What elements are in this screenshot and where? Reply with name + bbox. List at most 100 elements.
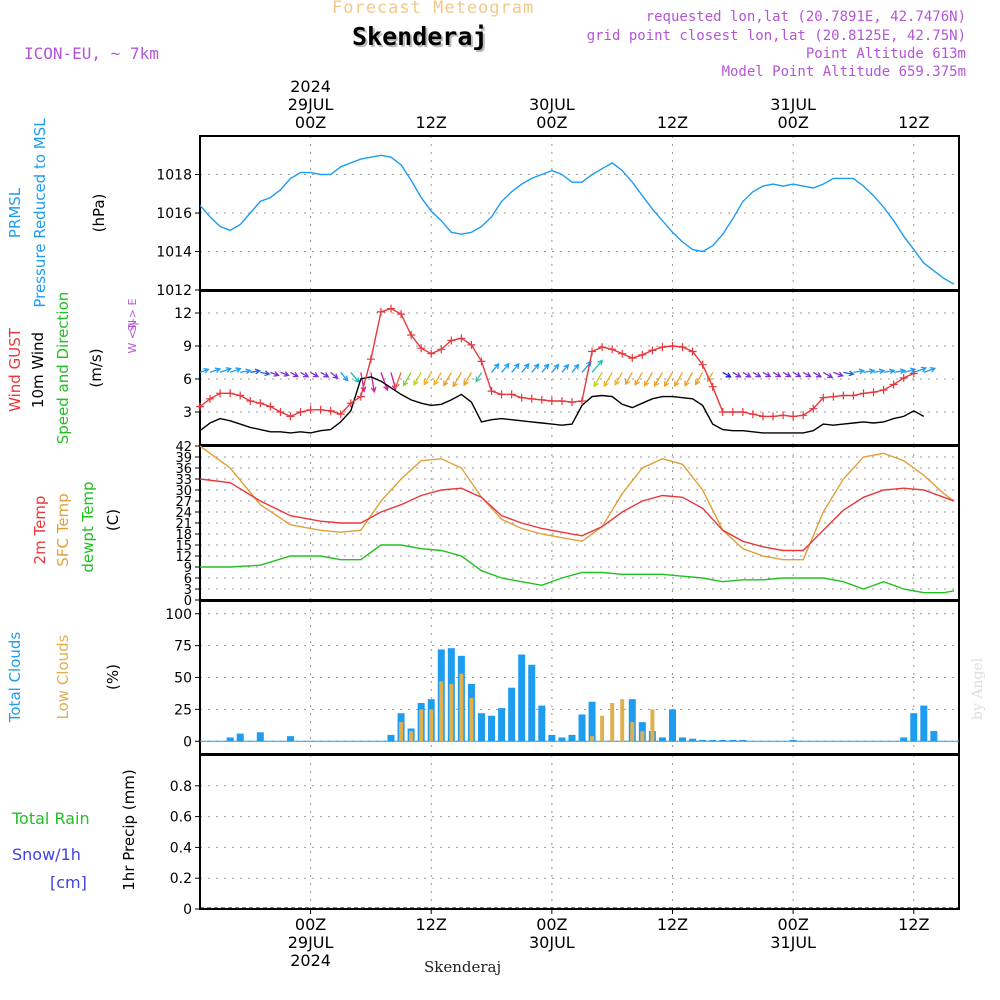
total-cloud-bar [488,715,496,742]
gust-point [517,393,526,402]
dewpt-line [200,544,955,594]
total-clouds-label: Total Clouds [6,632,24,724]
gust-point [236,391,245,400]
ytick-label: 18 [175,528,192,543]
wind-arrow [684,372,694,387]
gust-point [899,373,908,382]
temp-2m-line [199,478,955,552]
pressure-unit: (hPa) [90,194,108,233]
ytick-label: 9 [184,561,192,576]
gust-point [527,394,536,403]
wind-arrow [802,371,812,378]
time-label-top: 12Z [416,113,447,132]
total-cloud-bar [236,733,244,742]
total-cloud-bar [920,705,928,742]
total-cloud-bar [699,739,707,742]
low-cloud-bar [459,673,464,742]
wind-speed-line [199,376,925,434]
gust-point [507,390,516,399]
total-cloud-bar [789,739,797,742]
wind-gust-label: Wind GUST [6,327,24,412]
temp-sfc-label: SFC Temp [54,493,72,566]
gust-point [487,387,496,396]
wind-arrow [199,367,210,374]
gust-point [286,412,295,421]
gust-point [598,343,607,352]
low-cloud-bar [429,709,434,742]
gust-point [738,408,747,416]
gust-point [427,349,436,358]
wind-arrow [571,363,580,373]
gust-point [246,397,255,405]
wind-arrow [812,371,823,378]
gust-point [206,394,215,403]
wind-arrow [843,370,855,377]
ytick-label: 1018 [156,168,192,184]
temp-2m-label: 2m Temp [31,496,49,565]
gust-point [678,343,687,352]
footer-location: Skenderaj [424,958,502,976]
ytick-label: 100 [165,607,192,623]
gust-point [366,355,375,364]
total-cloud-bar [558,737,566,742]
wind-arrow [531,363,540,373]
wind-arrow [634,372,643,387]
total-cloud-bar [256,732,264,742]
compass-we: W <-|-> E [126,299,139,354]
low-cloud-bar [640,731,645,742]
wind-arrow [443,372,452,387]
gust-point [216,389,225,398]
gust-point [387,304,396,313]
wind-arrow [229,367,242,374]
gust-point [889,380,898,389]
gust-point [608,345,617,354]
ytick-label: 3 [184,583,192,598]
wind-arrow [219,367,232,374]
gust-point [769,412,778,421]
gust-point [779,411,788,420]
wind-arrow [853,368,866,375]
pressure-label-long: Pressure Reduced to MSL [31,118,49,308]
low-cloud-bar [650,709,655,742]
gust-point [356,392,365,401]
time-label-bottom: 31JUL [770,933,816,952]
ytick-label: 33 [175,473,192,488]
gust-point [407,331,416,339]
wind-arrow [752,371,762,378]
gust-point [477,357,486,366]
time-label-top: 30JUL [529,95,575,114]
wind-arrow [511,362,520,373]
wind-arrow [903,367,917,374]
wind-arrow [310,371,320,378]
total-cloud-bar [578,714,586,742]
ytick-label: 1012 [156,283,192,299]
total-cloud-bar [930,731,938,742]
wind-arrow [674,372,684,387]
panel-frame [199,754,960,910]
low-cloud-bar [469,697,474,742]
wind-arrow [792,371,802,378]
total-cloud-bar [286,736,294,742]
gust-point [376,307,385,316]
wind-arrow [782,371,792,378]
gust-point [537,395,546,404]
wind-gust-line [199,307,915,418]
total-cloud-bar [528,664,536,742]
total-cloud-bar [709,739,717,742]
snow-label: Snow/1h [12,845,81,864]
wind-arrow [330,371,339,380]
wind-arrow [290,371,299,378]
time-label-top: 12Z [898,113,929,132]
gust-point [557,397,566,405]
panel-frame [199,290,960,446]
wind-arrow [653,372,663,388]
compass-n: N [126,320,139,328]
gust-point [789,412,798,421]
gust-point [758,412,767,421]
ytick-label: 0 [184,594,192,609]
gust-point [226,389,235,398]
ytick-label: 0.2 [170,871,192,887]
compass-s: S [126,324,139,331]
ytick-label: 6 [184,572,192,587]
wind-arrow [603,372,613,388]
